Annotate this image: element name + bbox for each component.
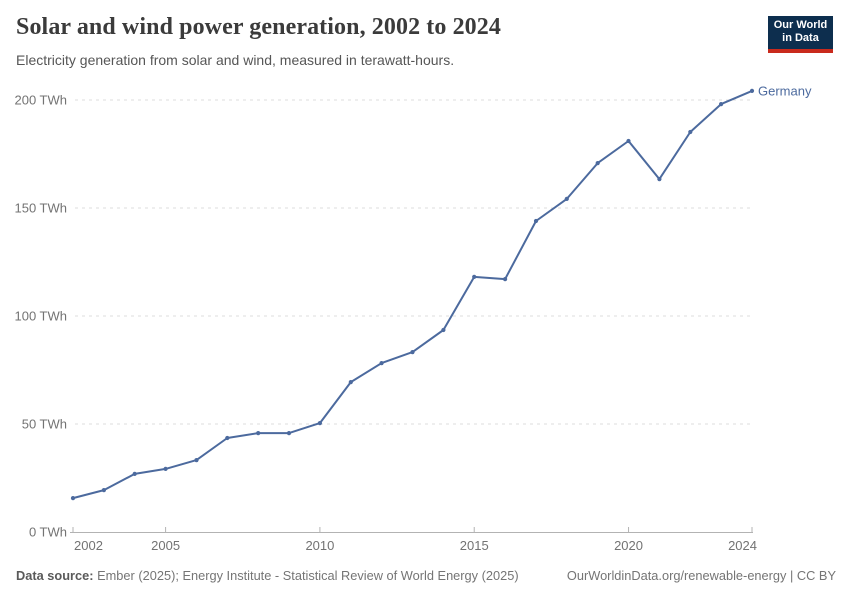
data-point-germany-2015[interactable] (472, 274, 477, 279)
series-line-germany[interactable] (72, 89, 753, 500)
x-axis-label-2005: 2005 (151, 538, 180, 553)
data-point-germany-2018[interactable] (564, 196, 569, 201)
data-point-germany-2011[interactable] (348, 380, 353, 385)
data-point-germany-2024[interactable] (749, 88, 755, 93)
data-source-label: Data source: (16, 568, 94, 583)
chart-footer: Data source: Ember (2025); Energy Instit… (16, 568, 836, 583)
y-axis-label-0: 0 TWh (29, 525, 67, 540)
data-point-germany-2007[interactable] (225, 435, 230, 441)
data-source-text: Ember (2025); Energy Institute - Statist… (97, 568, 519, 583)
y-axis-label-200: 200 TWh (14, 93, 67, 108)
x-axis-label-2010: 2010 (305, 538, 334, 553)
data-point-germany-2012[interactable] (379, 361, 384, 366)
data-source-note: Data source: Ember (2025); Energy Instit… (16, 568, 519, 583)
x-axis-label-2002: 2002 (74, 538, 103, 553)
entity-label-germany[interactable]: Germany (758, 83, 812, 98)
data-point-germany-2017[interactable] (533, 218, 539, 224)
data-point-germany-2010[interactable] (317, 421, 322, 426)
data-point-germany-2021[interactable] (657, 177, 662, 182)
x-axis-label-2020: 2020 (614, 538, 643, 553)
data-point-germany-2016[interactable] (503, 277, 508, 282)
y-axis-label-50: 50 TWh (22, 417, 67, 432)
data-point-germany-2005[interactable] (163, 466, 168, 471)
data-point-germany-2014[interactable] (441, 327, 446, 333)
y-axis-label-100: 100 TWh (14, 309, 67, 324)
owid-logo-line2: in Data (782, 32, 819, 44)
owid-logo-line1: Our World (773, 19, 828, 31)
data-point-germany-2022[interactable] (688, 129, 693, 135)
data-point-germany-2003[interactable] (101, 488, 106, 493)
x-axis-label-2015: 2015 (460, 538, 489, 553)
data-point-germany-2006[interactable] (194, 458, 199, 463)
data-point-germany-2004[interactable] (132, 471, 137, 476)
data-point-germany-2008[interactable] (256, 431, 261, 436)
chart-subtitle: Electricity generation from solar and wi… (16, 52, 455, 68)
data-point-germany-2009[interactable] (286, 431, 292, 436)
data-point-germany-2020[interactable] (626, 138, 631, 144)
y-axis-label-150: 150 TWh (14, 201, 67, 216)
data-point-germany-2019[interactable] (595, 161, 600, 166)
x-axis-label-2024: 2024 (728, 538, 757, 553)
owid-logo: Our World in Data (768, 16, 833, 53)
data-point-germany-2013[interactable] (410, 350, 415, 355)
chart-title: Solar and wind power generation, 2002 to… (16, 14, 501, 40)
data-point-germany-2002[interactable] (70, 496, 76, 501)
data-point-germany-2023[interactable] (719, 102, 724, 107)
owid-link[interactable]: OurWorldinData.org/renewable-energy | CC… (566, 568, 836, 583)
